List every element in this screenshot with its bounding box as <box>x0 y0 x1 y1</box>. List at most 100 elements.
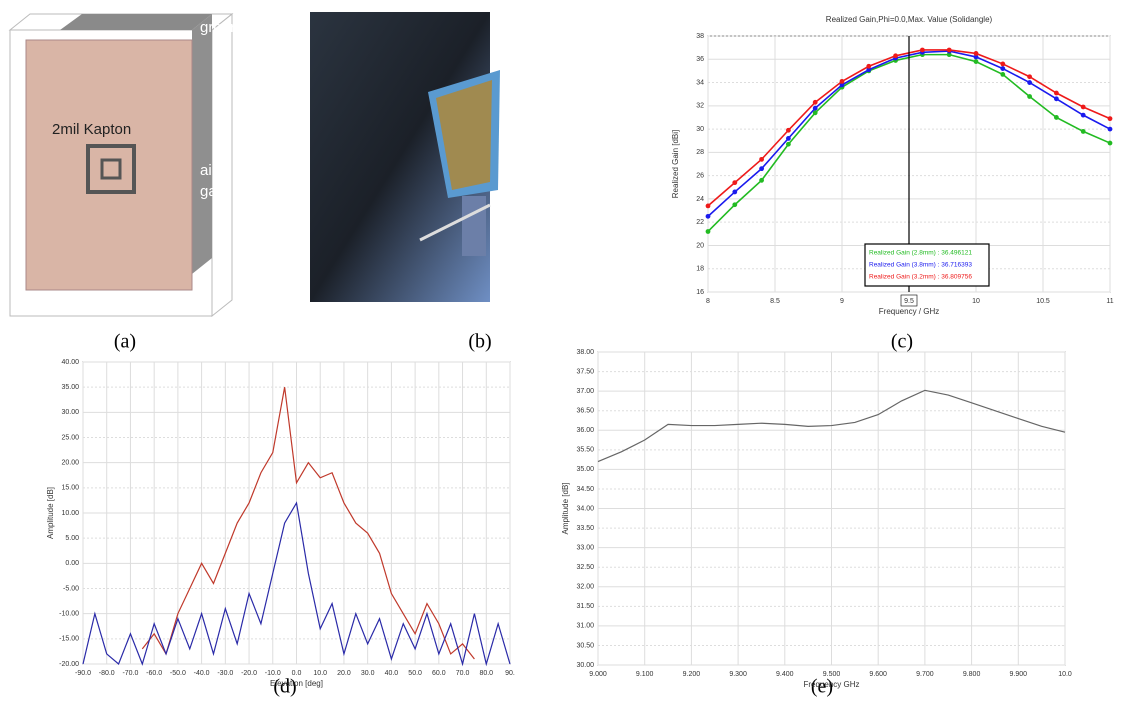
x-tick-label: 70.0 <box>456 670 470 677</box>
y-tick-label: 40.00 <box>61 359 79 366</box>
x-tick-label: 8 <box>706 298 710 305</box>
data-point <box>893 53 898 59</box>
y-tick-label: 30.00 <box>61 409 79 416</box>
data-point <box>1027 74 1032 80</box>
data-point <box>812 99 818 105</box>
x-tick-label: 80.0 <box>479 670 493 677</box>
y-tick-label: 35.00 <box>61 384 79 391</box>
data-point <box>1080 129 1086 134</box>
data-point <box>1054 96 1059 102</box>
y-tick-label: 20.00 <box>61 460 79 467</box>
x-tick-label: 90. <box>505 670 515 677</box>
y-tick-label: 36 <box>696 56 704 63</box>
y-tick-label: 38.00 <box>576 349 594 356</box>
x-tick-label: 10.5 <box>1036 298 1050 305</box>
caption: (b) <box>468 331 491 353</box>
legend-box <box>864 243 990 287</box>
data-point <box>732 189 738 195</box>
x-tick-label: 9.800 <box>963 671 981 678</box>
x-tick-label: 9.400 <box>776 671 794 678</box>
data-point <box>1000 61 1006 67</box>
legend-entry: Realized Gain (3.8mm) : 36.716393 <box>869 262 972 269</box>
x-tick-label: 10 <box>972 298 980 305</box>
x-tick-label: 20.0 <box>337 670 351 677</box>
x-tick-label: 9.300 <box>729 671 747 678</box>
data-point <box>705 213 711 219</box>
marker-label-box <box>900 294 918 307</box>
y-axis-label: Realized Gain [dBi] <box>671 130 680 198</box>
data-point <box>1027 80 1032 85</box>
y-tick-label: 16 <box>696 289 704 296</box>
y-tick-label: 36.50 <box>576 408 594 415</box>
data-point <box>786 127 791 133</box>
photo-mount <box>462 196 486 256</box>
marker-label: 9.5 <box>904 298 914 305</box>
y-axis-label: Amplitude [dB] <box>561 482 570 534</box>
antenna-element <box>86 144 136 194</box>
data-point <box>1107 140 1113 146</box>
legend-entry: Realized Gain (3.2mm) : 36.809756 <box>869 274 972 281</box>
y-tick-label: 18 <box>696 266 704 273</box>
x-tick-label: 40.0 <box>385 670 399 677</box>
data-point <box>1107 126 1113 132</box>
ground-plane <box>60 14 212 30</box>
kapton-sheet <box>25 39 193 291</box>
x-tick-label: 9.900 <box>1010 671 1028 678</box>
x-tick-label: -40.0 <box>194 670 210 677</box>
data-point <box>973 59 979 64</box>
antenna-diagram: ground 2mil Kapton <box>8 12 247 318</box>
data-point <box>759 177 764 183</box>
caption: (c) <box>891 331 913 353</box>
y-tick-label: 37.00 <box>576 388 594 395</box>
y-tick-label: 38 <box>696 33 704 40</box>
data-point <box>946 52 952 58</box>
y-tick-label: 37.50 <box>576 368 594 375</box>
x-tick-label: -90.0 <box>75 670 91 677</box>
x-tick-label: -60.0 <box>146 670 162 677</box>
y-tick-label: 31.00 <box>576 623 594 630</box>
photo-antenna <box>436 80 492 190</box>
data-point <box>1054 90 1059 96</box>
x-tick-label: 30.0 <box>361 670 375 677</box>
y-tick-label: 22 <box>696 219 704 226</box>
diagram-label: air gap <box>200 162 226 200</box>
x-tick-label: 9.200 <box>683 671 701 678</box>
x-tick-label: 10.0 <box>1058 671 1072 678</box>
x-axis-label: Frequency GHz <box>803 680 859 689</box>
x-tick-label: 9.500 <box>823 671 841 678</box>
caption: (e) <box>811 676 833 698</box>
label-box: air gap <box>200 162 226 200</box>
y-tick-label: 35.00 <box>576 466 594 473</box>
y-tick-label: 20 <box>696 242 704 249</box>
y-tick-label: 5.00 <box>65 535 79 542</box>
y-tick-label: 35.50 <box>576 447 594 454</box>
y-tick-label: 30 <box>696 126 704 133</box>
y-tick-label: 32.50 <box>576 564 594 571</box>
series-line <box>597 389 1066 463</box>
x-tick-label: 0.0 <box>292 670 302 677</box>
data-point <box>705 203 711 209</box>
data-point <box>1000 72 1006 77</box>
legend-entry: Realized Gain (2.8mm) : 36.496121 <box>869 250 972 257</box>
y-tick-label: 28 <box>696 149 704 156</box>
data-point <box>705 229 711 234</box>
y-tick-label: 10.00 <box>61 510 79 517</box>
y-tick-label: 32.00 <box>576 584 594 591</box>
y-tick-label: -15.00 <box>59 636 79 643</box>
data-point <box>946 47 952 53</box>
x-axis-label: Frequency / GHz <box>879 307 939 316</box>
x-tick-label: 9.600 <box>869 671 887 678</box>
caption: (d) <box>273 676 296 698</box>
chart-title: Realized Gain,Phi=0.0,Max. Value (Solida… <box>826 15 993 24</box>
y-axis-label: Amplitude [dB] <box>46 487 55 539</box>
y-tick-label: 32 <box>696 103 704 110</box>
chamber-photo <box>310 12 500 302</box>
y-tick-label: 34 <box>696 79 704 86</box>
x-tick-label: 8.5 <box>770 298 780 305</box>
y-tick-label: 24 <box>696 196 704 203</box>
x-tick-label: 60.0 <box>432 670 446 677</box>
x-tick-label: -20.0 <box>241 670 257 677</box>
diagram-label: ground <box>200 19 247 36</box>
